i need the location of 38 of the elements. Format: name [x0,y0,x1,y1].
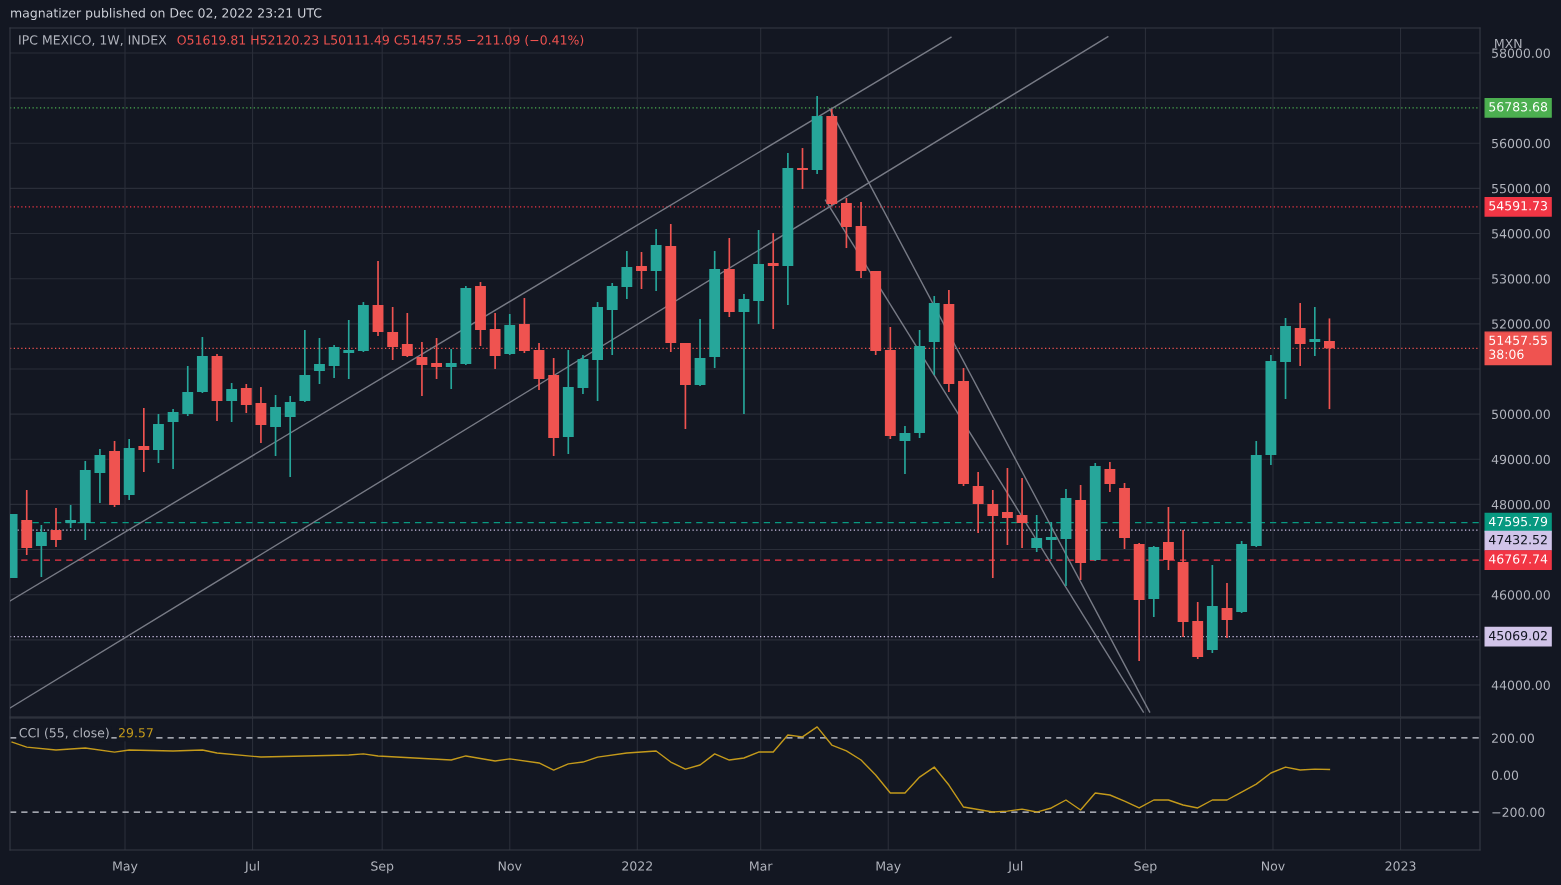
x-tick-label: Mar [750,861,773,871]
ref-line-label: 56783.68 [1489,102,1548,112]
x-tick-label: Sep [371,861,394,874]
ref-line-label: 46767.74 [1488,554,1548,564]
text: magnatizer published on Dec 02, 2022 23:21 UTC [11,7,322,21]
ref-line-label: 54591.73 [1489,201,1547,211]
ref-line-label: 51457.55 38:06 [1489,335,1547,359]
annotation: 29.57 [118,728,153,738]
y-tick-label: −200.00 [1492,807,1545,817]
ref-line-label: 45069.02 [1488,630,1547,641]
y-tick-label: 52000.00 [1492,319,1550,329]
y-tick-label: 56000.00 [1492,138,1550,149]
x-tick-label: Jul [1007,861,1023,874]
y-tick-label: 53000.00 [1492,274,1550,284]
y-tick-label: 48000.00 [1491,499,1550,510]
x-tick-label: 2022 [622,861,652,871]
y-tick-label: 55000.00 [1492,183,1550,194]
y-tick-label: 54000.00 [1492,229,1550,239]
y-axis-title: MXN [1495,39,1522,49]
ref-line-label: 47595.79 [1488,516,1548,527]
text: O51619.81 H52120.23 L50111.49 C51457.55 −211.09 (−0.41%) [177,34,584,47]
x-tick-label: 2023 [1385,861,1416,871]
y-tick-label: 58000.00 [1492,48,1550,58]
x-tick-label: May [876,861,901,874]
y-tick-label: 50000.00 [1492,409,1550,420]
y-tick-label: 49000.00 [1491,454,1550,465]
text: CCI (55, close) [19,727,109,739]
x-tick-label: Jul [244,861,259,874]
ref-line-label: 47432.52 [1488,534,1547,545]
y-tick-label: 44000.00 [1491,680,1550,690]
x-tick-label: Nov [1262,861,1285,871]
y-tick-label: 0.00 [1491,770,1519,780]
y-tick-label: 46000.00 [1491,590,1550,600]
x-tick-label: Sep [1134,861,1157,874]
y-tick-label: 200.00 [1492,733,1535,743]
x-tick-label: Nov [498,861,522,871]
x-tick-label: May [113,861,138,874]
text: IPC MEXICO, 1W, INDEX [19,35,167,46]
